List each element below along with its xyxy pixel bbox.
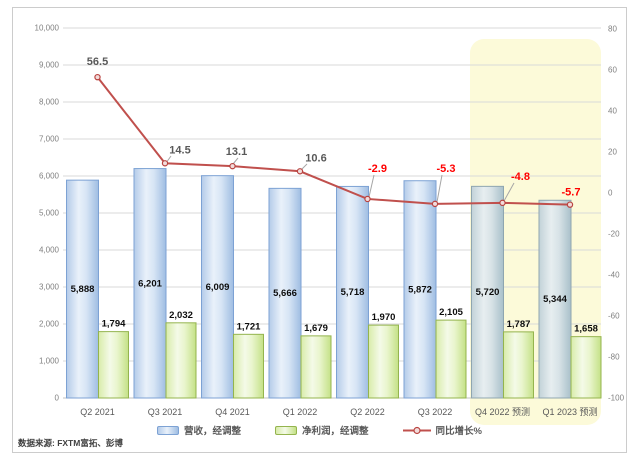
right-axis-tick: 20 (608, 148, 617, 157)
right-axis-tick: -80 (608, 353, 620, 362)
revenue-swatch-icon (157, 425, 179, 435)
left-axis-tick: 10,000 (35, 24, 60, 33)
profit-bar-label: 1,679 (304, 323, 328, 334)
chart-legend: 营收，经调整 净利润，经调整 同比增长% (13, 422, 626, 438)
growth-value-label: -5.7 (562, 187, 581, 199)
x-axis-label: Q2 2022 (350, 407, 385, 417)
x-axis-label: Q4 2022 预测 (475, 407, 530, 417)
profit-bar (300, 335, 332, 399)
profit-bar-label: 1,721 (237, 321, 261, 332)
x-axis-label: Q1 2022 (283, 407, 318, 417)
left-axis-tick: 8,000 (39, 98, 60, 107)
right-axis-tick: 40 (608, 107, 617, 116)
revenue-bar (66, 179, 99, 399)
x-axis-label: Q3 2021 (148, 407, 183, 417)
x-axis-label: Q3 2022 (418, 407, 453, 417)
growth-line-swatch-icon (402, 426, 431, 434)
profit-bar (233, 333, 264, 399)
right-axis-tick: 0 (608, 189, 613, 198)
growth-marker (431, 200, 439, 208)
label-leader-line (503, 182, 515, 202)
label-leader-line (232, 157, 239, 165)
revenue-bar (538, 199, 572, 399)
left-axis-tick: 7,000 (39, 135, 60, 144)
growth-value-label: -2.9 (368, 163, 387, 175)
growth-line (96, 76, 571, 206)
chart-frame: 0 1,000 2,000 3,000 4,000 5,000 6,000 7,000 8,00… (12, 7, 627, 453)
right-axis-tick: -20 (608, 230, 620, 239)
legend-item-revenue: 营收，经调整 (157, 423, 241, 437)
legend-item-profit: 净利润，经调整 (275, 423, 369, 437)
x-axis-label: Q4 2021 (215, 407, 250, 417)
profit-bar-label: 2,105 (439, 307, 463, 318)
growth-marker (161, 160, 169, 167)
revenue-bar-label: 5,718 (341, 287, 365, 298)
x-axis-label: Q2 2021 (80, 407, 115, 417)
profit-bar-label: 2,032 (169, 310, 193, 321)
revenue-bar (471, 185, 504, 399)
profit-bar-label: 1,970 (372, 312, 396, 323)
left-axis-tick: 2,000 (39, 320, 60, 329)
profit-bar-label: 1,658 (574, 324, 598, 335)
left-axis-tick: 0 (55, 394, 60, 403)
right-axis-tick: 80 (608, 25, 617, 34)
left-axis-tick: 5,000 (39, 209, 60, 218)
right-axis-tick: 60 (608, 66, 617, 75)
profit-bar (570, 336, 602, 399)
growth-value-label: -4.8 (511, 171, 530, 183)
growth-marker (566, 201, 574, 208)
profit-bar-label: 1,794 (102, 319, 126, 330)
growth-marker (296, 168, 304, 175)
growth-marker (364, 195, 371, 203)
right-axis-tick: -40 (608, 271, 620, 280)
profit-swatch-icon (275, 425, 298, 435)
revenue-bar (201, 175, 234, 399)
profit-bar-label: 1,787 (507, 319, 531, 330)
revenue-bar (403, 180, 437, 399)
revenue-bar-label: 5,872 (408, 284, 432, 295)
combo-chart: 0 1,000 2,000 3,000 4,000 5,000 6,000 7,000 8,00… (35, 24, 625, 425)
legend-label-profit: 净利润，经调整 (302, 426, 369, 437)
label-leader-line (436, 174, 443, 203)
revenue-bar-label: 5,344 (543, 294, 567, 305)
x-axis-label: Q1 2023 预测 (542, 407, 597, 417)
legend-label-revenue: 营收，经调整 (184, 426, 242, 437)
revenue-bar-label: 5,666 (273, 288, 297, 299)
right-axis-tick: -100 (608, 394, 625, 403)
growth-value-label: 13.1 (226, 146, 247, 158)
revenue-bar-label: 5,888 (71, 284, 95, 295)
source-note: 数据来源: FXTM富拓、彭博 (18, 438, 123, 448)
legend-label-growth: 同比增长% (435, 426, 482, 437)
revenue-bar (268, 187, 302, 399)
profit-bar (368, 324, 399, 399)
left-axis-tick: 6,000 (39, 172, 60, 181)
revenue-bar-label: 5,720 (476, 287, 500, 298)
revenue-bar (133, 168, 167, 399)
right-axis-tick: -60 (608, 312, 620, 321)
growth-value-label: 10.6 (305, 152, 326, 164)
growth-marker (499, 199, 506, 207)
growth-value-label: -5.3 (437, 163, 456, 175)
growth-value-label: 14.5 (169, 144, 190, 156)
left-axis-tick: 1,000 (39, 357, 60, 366)
revenue-bar-label: 6,009 (206, 282, 230, 293)
left-axis-tick: 3,000 (39, 283, 60, 292)
left-axis-tick: 9,000 (39, 61, 60, 70)
growth-value-label: 56.5 (87, 56, 108, 68)
revenue-bar-label: 6,201 (138, 278, 162, 289)
left-axis-tick: 4,000 (39, 246, 60, 255)
profit-bar (165, 322, 197, 399)
label-leader-line (368, 174, 375, 198)
revenue-bar (336, 185, 369, 399)
profit-bar (503, 331, 534, 399)
legend-item-growth: 同比增长% (402, 423, 482, 437)
growth-marker (94, 73, 101, 81)
profit-bar (435, 319, 467, 399)
growth-marker (229, 162, 236, 170)
profit-bar (98, 331, 129, 399)
